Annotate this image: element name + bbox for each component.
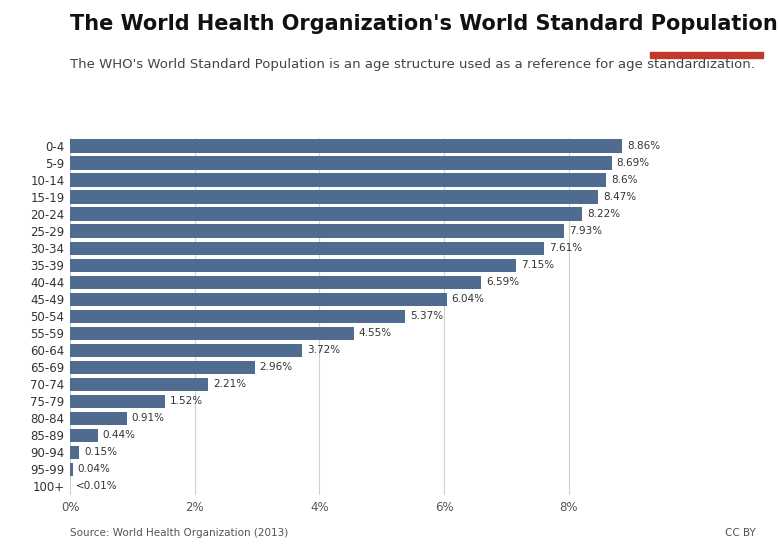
- Text: 0.15%: 0.15%: [84, 448, 118, 458]
- Text: 1.52%: 1.52%: [170, 397, 203, 406]
- Text: 8.22%: 8.22%: [587, 209, 621, 219]
- Bar: [70, 139, 622, 153]
- Text: 8.47%: 8.47%: [603, 192, 636, 202]
- Text: 5.37%: 5.37%: [410, 311, 443, 321]
- Text: 0.04%: 0.04%: [78, 464, 111, 475]
- Bar: [70, 378, 208, 391]
- Bar: [70, 463, 72, 476]
- Bar: [650, 52, 763, 58]
- Bar: [70, 190, 598, 204]
- Bar: [70, 276, 481, 289]
- Bar: [70, 412, 127, 425]
- Text: Our World
in Data: Our World in Data: [677, 15, 737, 39]
- Text: CC BY: CC BY: [725, 528, 756, 538]
- Bar: [70, 207, 583, 221]
- Text: Source: World Health Organization (2013): Source: World Health Organization (2013): [70, 528, 288, 538]
- Text: 7.61%: 7.61%: [549, 243, 583, 253]
- Bar: [70, 344, 302, 357]
- Text: 8.69%: 8.69%: [617, 158, 650, 168]
- Text: <0.01%: <0.01%: [76, 481, 117, 492]
- Bar: [70, 293, 446, 306]
- Bar: [70, 361, 255, 374]
- Text: 2.21%: 2.21%: [213, 379, 246, 389]
- Bar: [70, 395, 165, 408]
- Bar: [70, 156, 612, 170]
- Bar: [70, 429, 97, 442]
- Bar: [70, 258, 516, 272]
- Text: 8.86%: 8.86%: [627, 141, 661, 151]
- Text: 4.55%: 4.55%: [358, 328, 392, 338]
- Bar: [70, 224, 564, 238]
- Bar: [70, 327, 354, 340]
- Bar: [70, 173, 606, 186]
- Text: 7.15%: 7.15%: [520, 260, 554, 270]
- Text: 3.72%: 3.72%: [307, 345, 340, 355]
- Text: 8.6%: 8.6%: [611, 175, 637, 185]
- Text: 0.44%: 0.44%: [103, 431, 136, 441]
- Text: 7.93%: 7.93%: [569, 226, 602, 236]
- Bar: [70, 446, 79, 459]
- Text: 6.59%: 6.59%: [486, 277, 519, 287]
- Text: The WHO's World Standard Population is an age structure used as a reference for : The WHO's World Standard Population is a…: [70, 58, 755, 71]
- Bar: [70, 310, 405, 323]
- Text: 0.91%: 0.91%: [132, 414, 165, 424]
- Bar: [70, 241, 545, 255]
- Text: 6.04%: 6.04%: [452, 294, 485, 304]
- Text: The World Health Organization's World Standard Population: The World Health Organization's World St…: [70, 14, 778, 34]
- Text: 2.96%: 2.96%: [259, 362, 293, 372]
